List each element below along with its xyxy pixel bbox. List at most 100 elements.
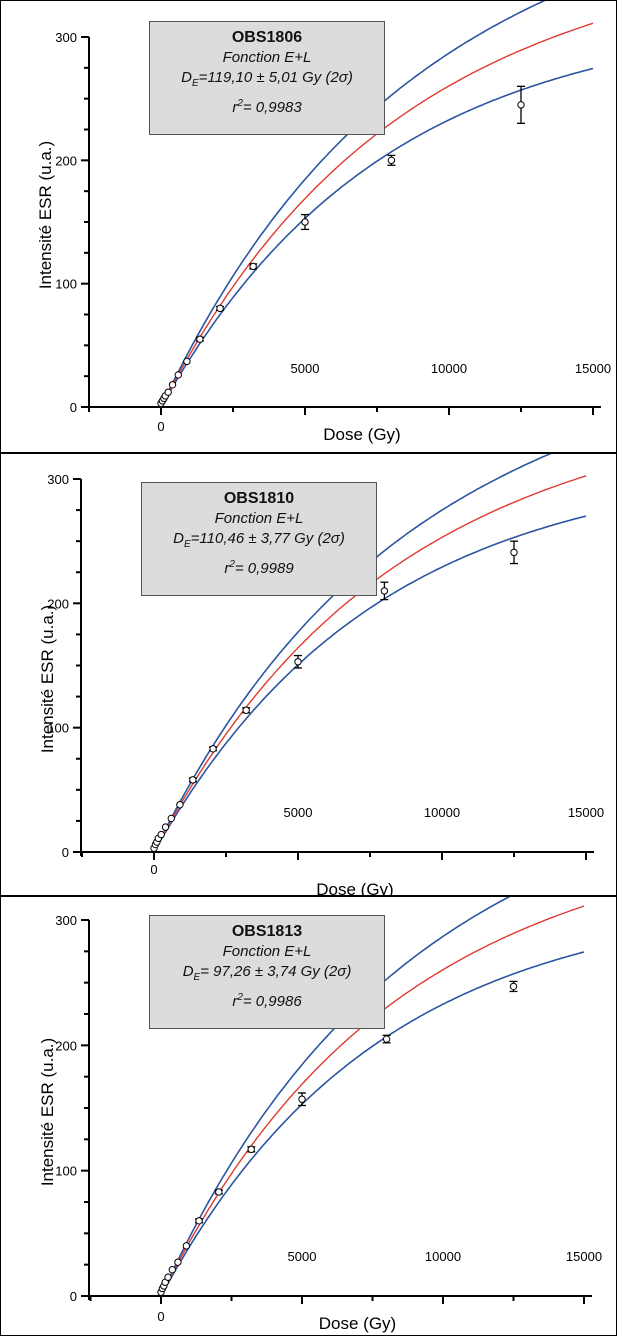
- r2-superscript: 2: [237, 992, 243, 1003]
- x-tick-label: 0: [150, 862, 157, 877]
- data-point: [247, 1145, 255, 1154]
- sample-name: OBS1813: [231, 923, 303, 940]
- chart-plot-obs1806: 0 100 200 300 0 5000 10000 15000 Dose (Gy) Intens…: [36, 1, 611, 444]
- x-tick-label: 10000: [425, 1249, 461, 1264]
- r2-superscript: 2: [237, 98, 243, 109]
- de-value: =110,46 ± 3,77 Gy (2σ): [190, 530, 345, 547]
- data-point: [510, 548, 518, 557]
- y-tick-label: 200: [55, 153, 77, 168]
- data-point: [242, 706, 250, 714]
- data-point: [196, 335, 204, 343]
- x-tick-label: 10000: [431, 361, 467, 376]
- x-tick-label: 10000: [424, 805, 460, 820]
- data-point: [209, 745, 217, 753]
- de-prefix: D: [181, 69, 192, 86]
- de-prefix: D: [173, 530, 184, 547]
- y-tick-label: 0: [62, 845, 69, 860]
- chart-plot-obs1810: 0 100 200 300 0 5000 10000 15000 Dose (Gy) Intens…: [38, 454, 604, 897]
- x-tick-label: 15000: [566, 1249, 602, 1264]
- y-axis-label: Intensité ESR (u.a.): [38, 605, 57, 753]
- data-point: [167, 814, 175, 823]
- chart-panel-obs1813: 0 100 200 300 0 5000 10000 15000 Dose (Gy) Intens…: [0, 896, 617, 1336]
- data-point: [215, 1188, 223, 1196]
- lower-envelope-curve: [160, 951, 585, 1297]
- fit-function: Fonction E+L: [222, 943, 312, 960]
- de-subscript: E: [192, 78, 199, 89]
- data-point: [168, 1265, 176, 1274]
- x-tick-label: 15000: [568, 805, 604, 820]
- sample-name: OBS1810: [223, 490, 295, 507]
- de-subscript: E: [193, 972, 201, 983]
- data-point: [164, 1273, 172, 1281]
- data-point: [183, 357, 191, 366]
- y-tick-label: 200: [47, 596, 69, 611]
- lower-envelope-curve: [153, 515, 587, 853]
- y-tick-label: 100: [55, 1164, 77, 1179]
- r-squared: r2= 0,9986: [150, 988, 384, 1012]
- r-squared: r2= 0,9989: [142, 555, 376, 579]
- r2-value: = 0,9986: [242, 993, 302, 1010]
- info-box-obs1813: OBS1813 Fonction E+L DE= 97,26 ± 3,74 Gy…: [149, 915, 385, 1029]
- y-tick-label: 300: [55, 30, 77, 45]
- chart-plot-obs1813: 0 100 200 300 0 5000 10000 15000 Dose (Gy) Intens…: [38, 897, 602, 1333]
- data-point: [157, 830, 165, 839]
- data-point: [174, 371, 182, 379]
- x-axis-label: Dose (Gy): [323, 425, 400, 444]
- data-point: [164, 388, 172, 396]
- data-point: [189, 776, 197, 784]
- x-axis-label: Dose (Gy): [316, 880, 393, 897]
- data-point: [301, 218, 309, 226]
- r2-superscript: 2: [229, 559, 235, 570]
- de-value: =119,10 ± 5,01 Gy (2σ): [198, 69, 353, 86]
- y-tick-label: 300: [55, 913, 77, 928]
- data-point: [161, 823, 170, 831]
- data-point: [195, 1217, 203, 1225]
- equivalent-dose: DE=110,46 ± 3,77 Gy (2σ): [142, 529, 376, 555]
- data-point: [509, 982, 518, 991]
- data-point: [182, 1242, 191, 1250]
- x-axis-label: Dose (Gy): [319, 1314, 396, 1333]
- sample-name: OBS1806: [231, 29, 303, 46]
- data-point: [380, 587, 389, 595]
- info-box-obs1806: OBS1806 Fonction E+L DE=119,10 ± 5,01 Gy…: [149, 21, 385, 135]
- x-tick-label: 0: [157, 1309, 164, 1324]
- equivalent-dose: DE=119,10 ± 5,01 Gy (2σ): [150, 68, 384, 94]
- data-point: [517, 101, 525, 109]
- data-point: [168, 381, 177, 389]
- data-point: [382, 1035, 391, 1043]
- r2-value: = 0,9983: [242, 99, 302, 116]
- de-subscript: E: [184, 539, 191, 550]
- data-point: [174, 1258, 182, 1266]
- x-tick-label: 15000: [575, 361, 611, 376]
- y-tick-label: 200: [55, 1038, 77, 1053]
- y-axis-label: Intensité ESR (u.a.): [38, 1038, 57, 1186]
- r2-prefix: r: [224, 560, 230, 577]
- y-tick-label: 100: [55, 277, 77, 292]
- data-point: [249, 262, 257, 271]
- de-value: = 97,26 ± 3,74 Gy (2σ): [200, 963, 352, 980]
- r2-value: = 0,9989: [234, 560, 294, 577]
- chart-panel-obs1810: 0 100 200 300 0 5000 10000 15000 Dose (Gy) Intens…: [0, 453, 617, 897]
- x-tick-label: 5000: [291, 361, 320, 376]
- data-point: [298, 1095, 306, 1103]
- y-tick-label: 100: [47, 721, 69, 736]
- fit-function: Fonction E+L: [222, 49, 312, 66]
- y-axis-label: Intensité ESR (u.a.): [36, 141, 55, 289]
- r-squared: r2= 0,9983: [150, 94, 384, 118]
- info-box-obs1810: OBS1810 Fonction E+L DE=110,46 ± 3,77 Gy…: [141, 482, 377, 596]
- fit-function: Fonction E+L: [214, 510, 304, 527]
- y-tick-label: 0: [70, 1289, 77, 1304]
- chart-panel-obs1806: 0 100 200 300 0 5000 10000 15000 Dose (Gy) Intens…: [0, 0, 617, 453]
- data-point: [176, 801, 184, 809]
- y-tick-label: 300: [47, 472, 69, 487]
- data-point: [387, 156, 396, 165]
- data-point: [216, 304, 224, 313]
- de-prefix: D: [182, 963, 194, 980]
- r2-prefix: r: [232, 99, 238, 116]
- x-tick-label: 0: [157, 419, 164, 434]
- x-tick-label: 5000: [284, 805, 313, 820]
- x-tick-label: 5000: [288, 1249, 317, 1264]
- r2-prefix: r: [232, 993, 238, 1010]
- equivalent-dose: DE= 97,26 ± 3,74 Gy (2σ): [150, 962, 384, 988]
